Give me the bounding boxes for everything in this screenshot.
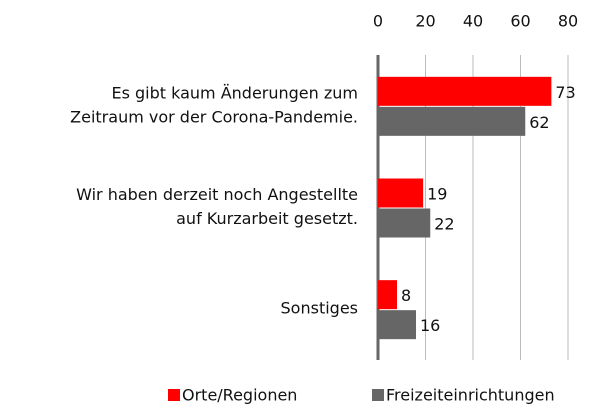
bar — [378, 280, 397, 310]
bar — [378, 208, 431, 238]
value-label: 22 — [434, 215, 454, 234]
value-label: 19 — [427, 185, 447, 204]
x-tick-label: 80 — [558, 12, 578, 31]
value-label: 8 — [401, 286, 411, 305]
value-label: 16 — [420, 316, 440, 335]
x-tick-label: 60 — [510, 12, 530, 31]
category-label: auf Kurzarbeit gesetzt. — [176, 209, 358, 228]
category-label: Es gibt kaum Änderungen zum — [111, 83, 358, 102]
bar — [378, 310, 416, 340]
category-label: Wir haben derzeit noch Angestellte — [76, 185, 358, 204]
value-label: 73 — [555, 83, 575, 102]
category-label: Sonstiges — [281, 299, 358, 318]
x-tick-label: 40 — [463, 12, 483, 31]
bar — [378, 106, 526, 136]
bar — [378, 76, 552, 106]
legend-swatch — [372, 389, 384, 401]
legend-label: Freizeiteinrichtungen — [386, 386, 555, 405]
bar — [378, 178, 424, 208]
legend-swatch — [168, 389, 180, 401]
legend-label: Orte/Regionen — [182, 386, 297, 405]
x-tick-label: 20 — [415, 12, 435, 31]
value-label: 62 — [529, 113, 549, 132]
category-label: Zeitraum vor der Corona-Pandemie. — [70, 107, 358, 126]
x-tick-label: 0 — [373, 12, 383, 31]
